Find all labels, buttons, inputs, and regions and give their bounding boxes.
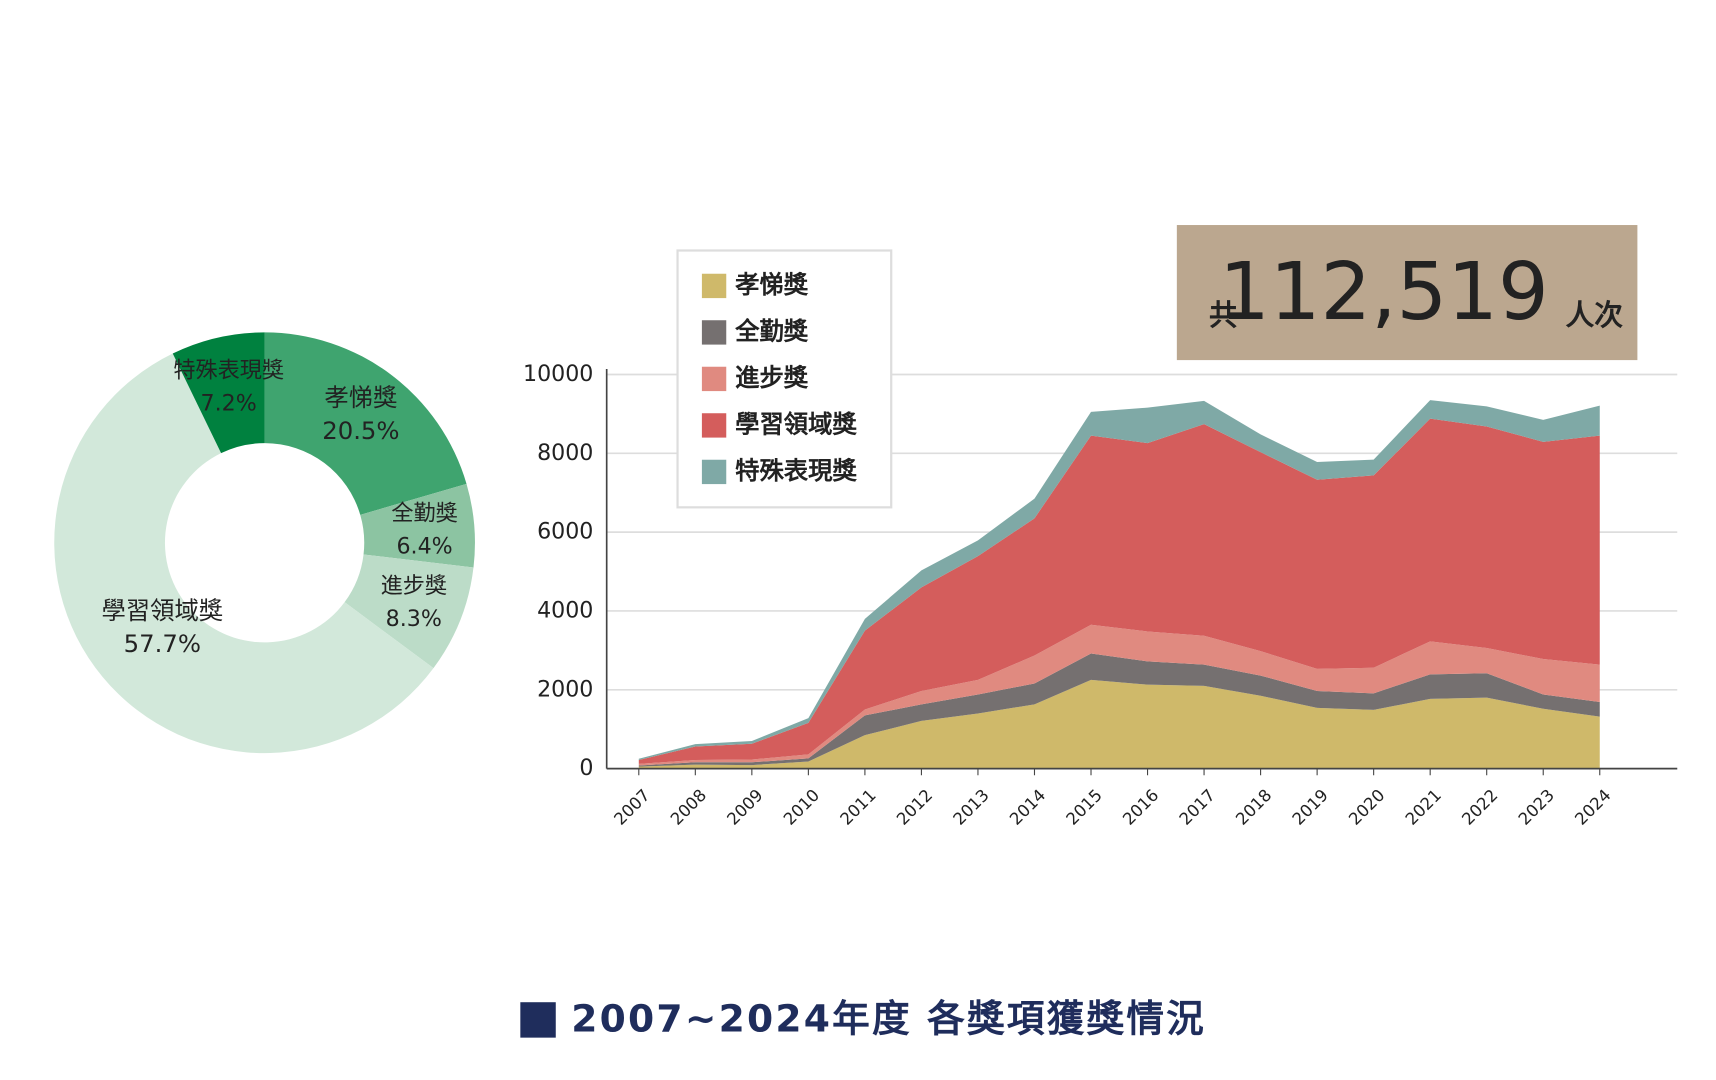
total-suffix: 人次	[1565, 298, 1623, 332]
y-tick-label: 8000	[537, 440, 593, 466]
donut-slice	[54, 353, 434, 754]
x-tick-label: 2019	[1289, 786, 1332, 829]
donut-slice	[360, 483, 475, 568]
legend-label: 學習領域獎	[735, 409, 857, 438]
slice-value-label: 7.2%	[201, 391, 257, 417]
slice-label: 進步獎	[381, 573, 447, 599]
slice-label: 全勤獎	[391, 500, 457, 526]
x-tick-label: 2012	[893, 786, 936, 829]
donut-slice	[344, 554, 474, 669]
x-tick-label: 2022	[1458, 786, 1501, 829]
legend-swatch	[701, 366, 727, 392]
x-tick-label: 2017	[1176, 786, 1219, 829]
donut-slice	[264, 332, 467, 515]
x-tick-label: 2023	[1515, 786, 1558, 829]
x-tick-label: 2024	[1571, 786, 1614, 829]
slice-label: 特殊表現獎	[173, 357, 284, 383]
slice-value-label: 6.4%	[396, 534, 452, 560]
area-series	[638, 624, 1600, 766]
slice-value-label: 20.5%	[322, 416, 399, 445]
legend-label: 孝悌獎	[734, 270, 809, 299]
legend-label: 進步獎	[735, 363, 809, 392]
x-tick-label: 2014	[1006, 786, 1049, 829]
y-tick-label: 4000	[537, 597, 593, 623]
y-tick-label: 10000	[523, 361, 593, 387]
legend-label: 特殊表現獎	[735, 456, 857, 485]
caption: 2007~2024年度 各獎項獲獎情況	[571, 997, 1206, 1041]
total-badge	[1176, 225, 1638, 361]
x-tick-label: 2009	[723, 786, 766, 829]
y-tick-label: 2000	[537, 676, 593, 702]
x-tick-label: 2018	[1232, 786, 1275, 829]
x-tick-label: 2011	[836, 786, 879, 829]
slice-value-label: 8.3%	[386, 606, 442, 632]
donut-slice	[172, 332, 265, 454]
y-tick-label: 0	[579, 755, 593, 781]
slice-label: 孝悌獎	[324, 383, 397, 412]
slice-label: 學習領域獎	[101, 596, 223, 625]
legend-swatch	[701, 320, 727, 345]
x-tick-label: 2013	[950, 786, 993, 829]
legend-label: 全勤獎	[734, 316, 809, 345]
area-series	[638, 679, 1600, 769]
total-prefix: 共	[1209, 298, 1238, 332]
legend-swatch	[701, 459, 727, 485]
x-tick-label: 2015	[1063, 786, 1106, 829]
y-tick-label: 6000	[537, 519, 593, 545]
x-tick-label: 2016	[1119, 786, 1162, 829]
area-series	[638, 418, 1600, 764]
x-tick-label: 2008	[667, 786, 710, 829]
slice-value-label: 57.7%	[124, 629, 201, 658]
x-tick-label: 2021	[1402, 786, 1445, 829]
legend-swatch	[701, 413, 727, 438]
caption-marker	[520, 1002, 556, 1038]
area-series	[638, 653, 1600, 767]
total-value: 112,519	[1219, 245, 1549, 338]
x-tick-label: 2010	[780, 786, 823, 829]
x-tick-label: 2007	[610, 786, 653, 829]
x-tick-label: 2020	[1345, 786, 1388, 829]
legend-swatch	[701, 273, 727, 299]
